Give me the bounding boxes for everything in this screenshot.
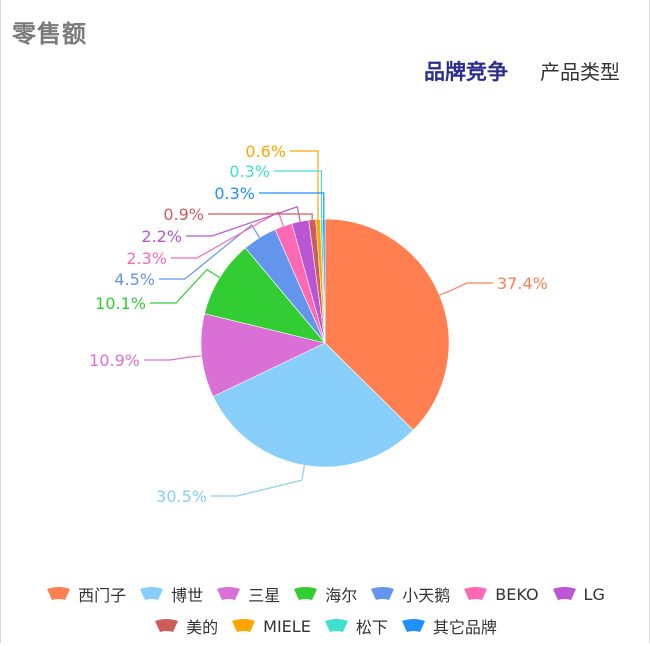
data-label: 37.4%: [497, 274, 548, 293]
legend-label: 博世: [171, 586, 204, 605]
data-label: 0.3%: [214, 184, 255, 203]
legend-item[interactable]: 博世: [138, 582, 203, 606]
leader-line: [171, 211, 284, 259]
legend-label: 海尔: [325, 586, 358, 605]
data-label: 30.5%: [156, 487, 207, 506]
legend-label: MIELE: [263, 616, 311, 636]
data-label: 0.6%: [245, 142, 286, 161]
legend-swatch: [324, 619, 348, 632]
legend-swatch: [464, 587, 488, 600]
leader-line: [150, 268, 220, 304]
legend-label: 西门子: [78, 586, 127, 605]
legend-swatch: [371, 587, 395, 600]
leader-line: [144, 355, 202, 361]
legend-swatch: [552, 587, 576, 600]
legend-item[interactable]: 松下: [323, 614, 388, 638]
legend-item[interactable]: 海尔: [292, 582, 357, 606]
leader-line: [259, 192, 325, 220]
legend-item[interactable]: 小天鹅: [369, 582, 450, 606]
legend-label: BEKO: [495, 584, 539, 604]
legend-label: 其它品牌: [432, 618, 497, 637]
legend-row: 西门子 博世 三星 海尔 小天鹅 BEKO LG: [0, 582, 650, 606]
legend-item[interactable]: 三星: [215, 582, 280, 606]
leader-line: [208, 213, 313, 220]
leader-line: [211, 465, 306, 497]
tab-bar: 品牌竞争 产品类型: [424, 56, 620, 86]
data-label: 0.9%: [163, 205, 204, 224]
leader-line: [274, 170, 323, 220]
leader-line: [439, 282, 493, 296]
legend-swatch: [401, 619, 425, 632]
legend-label: 美的: [186, 618, 219, 637]
legend-item[interactable]: BEKO: [462, 582, 539, 606]
legend-label: 松下: [355, 618, 388, 637]
tab-product-type[interactable]: 产品类型: [540, 60, 620, 84]
legend-label: 小天鹅: [402, 586, 451, 605]
legend-item[interactable]: 美的: [153, 614, 218, 638]
legend-swatch: [232, 619, 256, 632]
legend-item[interactable]: LG: [551, 582, 605, 606]
legend-item[interactable]: MIELE: [230, 614, 311, 638]
pie-slice[interactable]: [204, 247, 326, 344]
tab-brand-competition[interactable]: 品牌竞争: [424, 60, 508, 84]
data-label: 10.9%: [89, 351, 140, 370]
leader-line: [159, 224, 261, 280]
legend-swatch: [140, 587, 164, 600]
legend-item[interactable]: 其它品牌: [400, 614, 497, 638]
chart-legend: 西门子 博世 三星 海尔 小天鹅 BEKO LG 美的 MIELE 松下 其它品牌: [0, 582, 650, 646]
legend-swatch: [155, 619, 179, 632]
legend-label: LG: [583, 584, 605, 604]
legend-row: 美的 MIELE 松下 其它品牌: [0, 614, 650, 638]
pie-slice[interactable]: [324, 218, 450, 431]
data-label: 2.2%: [141, 227, 182, 246]
legend-swatch: [47, 587, 71, 600]
legend-item[interactable]: 西门子: [45, 582, 126, 606]
page-title: 零售额: [12, 20, 87, 48]
legend-swatch: [217, 587, 241, 600]
leader-line: [290, 150, 319, 220]
legend-swatch: [294, 587, 318, 600]
data-label: 2.3%: [126, 249, 167, 268]
data-label: 0.3%: [229, 162, 270, 181]
legend-label: 三星: [248, 586, 281, 605]
data-label: 4.5%: [114, 270, 155, 289]
data-label: 10.1%: [95, 294, 146, 313]
